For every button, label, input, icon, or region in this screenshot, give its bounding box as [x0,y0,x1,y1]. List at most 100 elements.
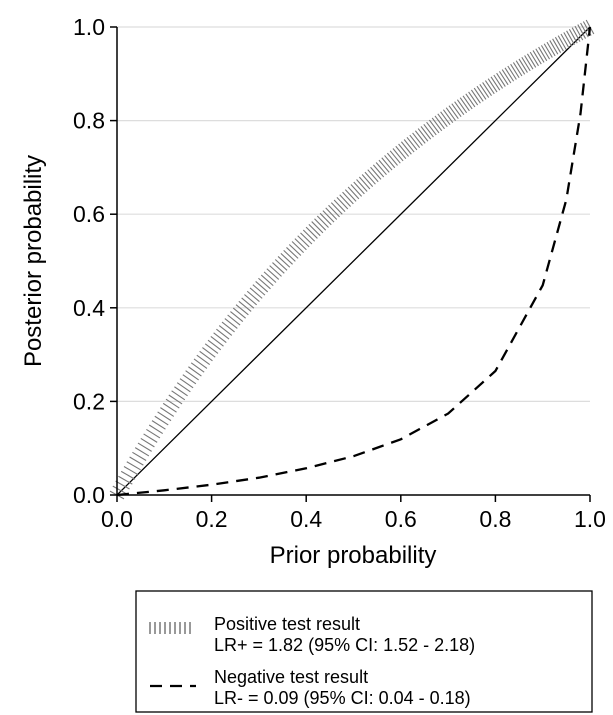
positive-curve-hatch [398,143,410,157]
positive-curve-hatch [288,244,302,256]
positive-curve-hatch [375,162,387,176]
positive-curve-hatch [521,56,531,72]
positive-curve-hatch [344,189,357,202]
x-tick-label: 1.0 [574,506,606,532]
x-tick-label: 0.4 [290,506,322,532]
positive-curve-hatch [280,253,293,265]
positive-curve-hatch [316,215,329,228]
positive-curve-hatch [305,226,318,239]
positive-curve-hatch [171,390,186,401]
positive-curve-hatch [406,136,418,151]
positive-curve-hatch [566,30,575,46]
positive-curve-hatch [571,27,581,42]
positive-curve-hatch [358,176,371,190]
positive-curve-hatch [190,362,205,373]
positive-curve-hatch [143,433,158,443]
legend: Positive test result LR+ = 1.82 (95% CI:… [135,590,593,713]
positive-curve-hatch [487,78,498,93]
positive-curve-hatch [157,411,172,422]
legend-positive-detail: LR+ = 1.82 (95% CI: 1.52 - 2.18) [214,635,475,655]
positive-curve-hatch [258,277,271,290]
positive-curve-hatch [484,80,495,95]
tick-labels: 0.0 0.2 0.4 0.6 0.8 1.0 0.0 0.2 0.4 0.6 0.8 1.0 [73,14,606,532]
positive-curve-hatch [244,294,258,306]
positive-curve-hatch [442,109,454,123]
positive-curve-hatch [227,314,241,326]
positive-curve-hatch [356,179,368,192]
positive-curve-hatch [384,155,396,169]
x-tick-label: 0.0 [101,506,133,532]
positive-curve-hatch [218,325,233,336]
positive-curve-hatch [252,284,266,296]
positive-curve-hatch [482,82,492,97]
positive-curve-hatch [235,304,249,316]
positive-curve-hatch [311,221,324,234]
positive-curve-hatch [347,186,360,200]
positive-curve-hatch [260,274,274,287]
positive-curve-hatch [510,63,520,79]
positive-curve-hatch [182,374,197,385]
positive-curve-hatch [286,247,299,259]
y-tick-label: 0.2 [73,388,105,414]
positive-curve-hatch [451,103,462,118]
positive-curve-hatch [126,461,141,471]
legend-negative-label: Negative test result [214,667,368,687]
positive-curve-hatch [403,139,415,153]
positive-curve-hatch [115,480,130,490]
positive-curve-hatch [255,281,269,293]
positive-curve-hatch [420,126,432,140]
positive-curve-hatch [272,262,285,274]
positive-curve-hatch [431,117,443,132]
positive-curve-hatch [468,91,479,106]
positive-curve-hatch [395,145,407,160]
positive-test-curve [109,19,595,500]
positive-curve-hatch [409,134,421,149]
positive-curve-hatch [129,456,144,466]
positive-curve-hatch [118,475,133,485]
positive-curve-hatch [241,297,255,309]
positive-curve-hatch [501,69,512,84]
positive-curve-hatch [188,366,202,377]
positive-curve-hatch [518,58,528,73]
y-tick-label: 0.6 [73,201,105,227]
positive-curve-hatch [277,256,291,268]
positive-curve-hatch [400,141,412,155]
positive-curve-hatch [336,196,349,210]
positive-curve-hatch [330,202,343,215]
positive-curve-hatch [274,259,288,271]
positive-curve-hatch [319,212,332,226]
positive-curve-hatch [445,107,457,121]
positive-curve-hatch [294,238,307,251]
y-tick-label: 0.8 [73,108,105,134]
positive-curve-hatch [532,50,542,65]
positive-curve-hatch [490,76,501,91]
positive-curve-hatch [498,71,509,86]
positive-curve-hatch [496,72,506,87]
positive-curve-hatch [134,447,150,457]
positive-curve-hatch [216,328,230,340]
positive-curve-hatch [381,157,393,171]
positive-curve-hatch [283,249,296,262]
positive-curve-hatch [168,394,183,405]
positive-curve-hatch [476,85,487,100]
positive-curve-hatch [529,51,539,67]
positive-curve-hatch [526,53,537,68]
positive-curve-hatch [574,25,584,41]
positive-curve-hatch [434,115,445,130]
positive-curve-hatch [207,339,222,351]
positive-curve-hatch [353,181,365,195]
positive-curve-hatch [448,105,459,119]
positive-curve-hatch [512,62,523,77]
positive-curve-hatch [339,194,351,207]
positive-curve-hatch [524,55,534,70]
positive-curve-hatch [174,386,188,397]
positive-curve-hatch [314,218,327,231]
positive-curve-hatch [364,171,376,185]
positive-curve-hatch [162,402,177,413]
positive-curve-hatch [160,407,175,417]
positive-curve-hatch [333,199,346,212]
x-tick-label: 0.2 [196,506,228,532]
y-axis-title: Posterior probability [20,155,47,367]
positive-curve-hatch [176,382,191,393]
positive-curve-hatch [179,378,194,389]
